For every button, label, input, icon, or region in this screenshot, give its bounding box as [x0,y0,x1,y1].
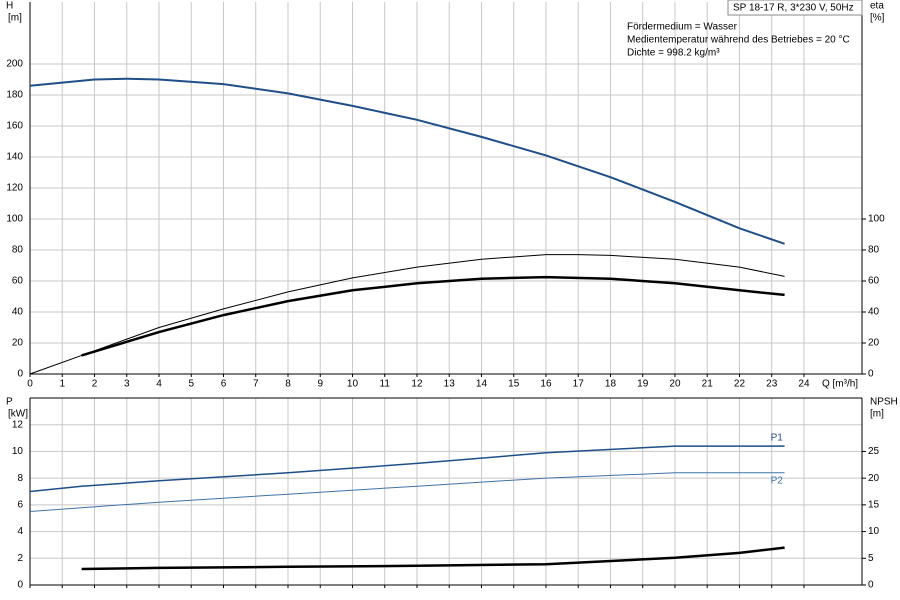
y2-tick-label: 5 [868,553,874,564]
y-axis-label: [kW] [8,409,28,420]
y-tick-label: 40 [12,307,24,318]
curve [29,77,785,245]
y-tick-label: 140 [6,152,23,163]
y-axis-label: P [6,397,13,408]
y-tick-label: 6 [17,499,23,510]
y-tick-label: 12 [12,419,24,430]
y2-axis-label: [%] [870,13,885,24]
y2-tick-label: 100 [868,214,885,225]
x-tick-label: 17 [573,379,585,390]
x-tick-label: 5 [188,379,194,390]
y2-tick-label: 0 [868,369,874,380]
x-tick-label: 9 [317,379,323,390]
x-tick-label: 21 [702,379,714,390]
y2-tick-label: 80 [868,245,880,256]
x-tick-label: 7 [253,379,259,390]
y2-tick-label: 40 [868,307,880,318]
x-tick-label: 3 [124,379,130,390]
y2-tick-label: 15 [868,499,880,510]
y-tick-label: 200 [6,59,23,70]
y-axis-label: H [6,1,13,12]
y-tick-label: 0 [17,580,23,591]
y2-axis-label: eta [870,1,884,12]
series-label: P2 [771,475,784,486]
x-tick-label: 2 [92,379,98,390]
y-axis-label: [m] [8,13,22,24]
y-tick-label: 10 [12,446,24,457]
y-tick-label: 8 [17,473,23,484]
y2-axis-label: NPSH [870,397,898,408]
y2-tick-label: 20 [868,473,880,484]
y2-tick-label: 20 [868,338,880,349]
y-tick-label: 80 [12,245,24,256]
x-tick-label: 20 [669,379,681,390]
y2-tick-label: 0 [868,580,874,591]
y-tick-label: 0 [17,369,23,380]
x-tick-label: 0 [27,379,33,390]
chart-title: SP 18-17 R, 3*230 V, 50Hz [733,3,854,14]
y2-tick-label: 10 [868,526,880,537]
y-tick-label: 20 [12,338,24,349]
curve [29,445,785,493]
curve [81,275,785,357]
x-axis-label: Q [m³/h] [822,379,858,390]
annotation: Fördermedium = Wasser [627,22,738,33]
y-tick-label: 60 [12,276,24,287]
annotation: Medientemperatur während des Betriebes =… [627,35,850,46]
x-tick-label: 14 [476,379,488,390]
x-tick-label: 16 [540,379,552,390]
y-tick-label: 180 [6,90,23,101]
x-tick-label: 8 [285,379,291,390]
y-tick-label: 160 [6,121,23,132]
y-tick-label: 2 [17,553,23,564]
x-tick-label: 4 [156,379,162,390]
curve [81,546,785,571]
x-tick-label: 10 [347,379,359,390]
y2-tick-label: 60 [868,276,880,287]
x-tick-label: 13 [444,379,456,390]
x-tick-label: 18 [605,379,617,390]
x-tick-label: 22 [734,379,746,390]
x-tick-label: 1 [59,379,65,390]
curve [29,472,785,512]
title-box [727,0,863,16]
y2-tick-label: 25 [868,446,880,457]
y-tick-label: 4 [17,526,23,537]
y-tick-label: 100 [6,214,23,225]
x-tick-label: 23 [766,379,778,390]
series-label: P1 [771,433,784,444]
y-tick-label: 120 [6,183,23,194]
y2-axis-label: [m] [870,409,884,420]
x-tick-label: 11 [380,379,391,390]
curve [29,254,785,375]
x-tick-label: 15 [508,379,520,390]
annotation: Dichte = 998.2 kg/m³ [627,48,720,59]
x-tick-label: 24 [798,379,810,390]
x-tick-label: 19 [637,379,649,390]
x-tick-label: 6 [221,379,227,390]
x-tick-label: 12 [411,379,423,390]
